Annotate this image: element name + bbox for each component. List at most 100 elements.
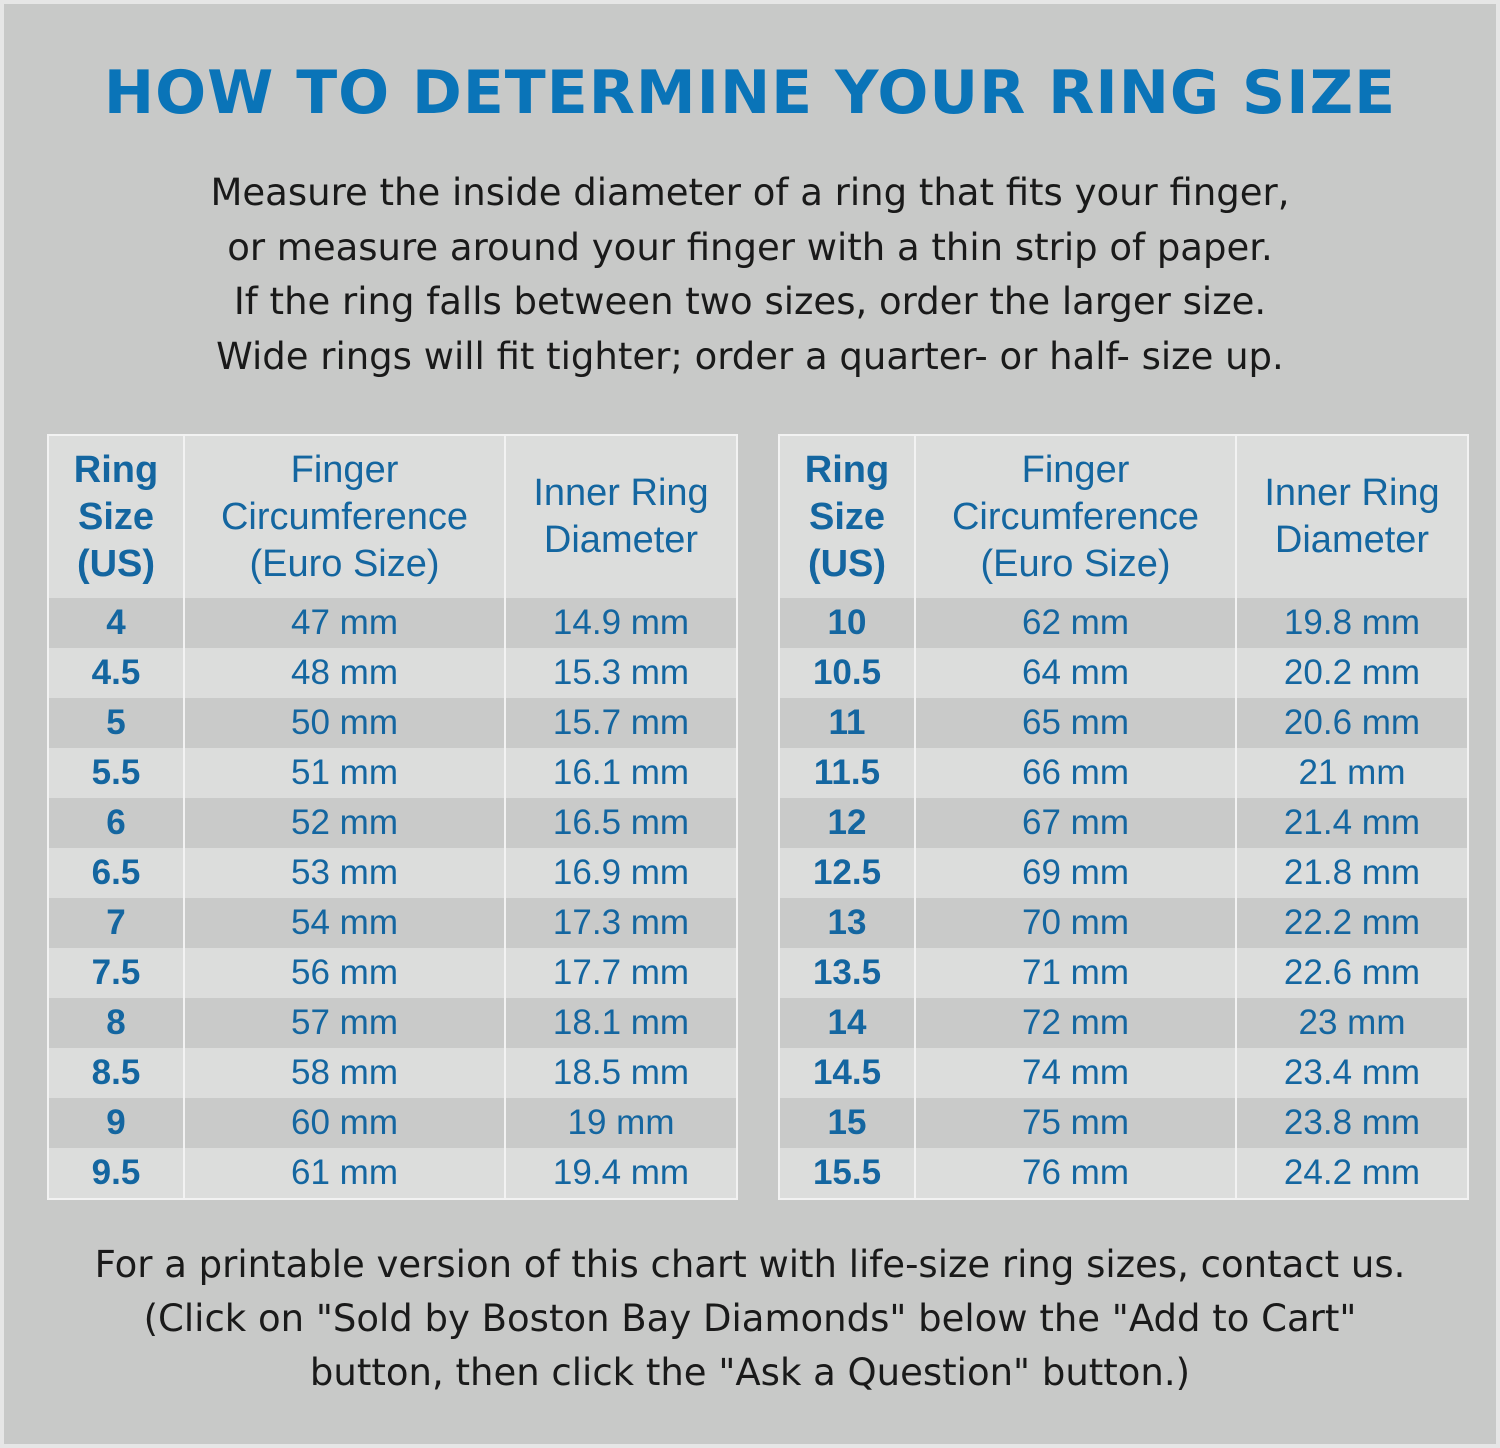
table-row: 13 70 mm 22.2 mm [778,898,1469,948]
header-text: Diameter [1274,519,1430,561]
ring-size-cell: 10 [778,598,916,648]
table-row: 9.5 61 mm 19.4 mm [47,1148,738,1199]
table-row: 7 54 mm 17.3 mm [47,898,738,948]
size-table-left: Ring Size (US) Finger Circumference (Euro Siz… [47,434,738,1200]
instruction-line: Measure the inside diameter of a ring th… [210,171,1290,214]
diameter-cell: 17.3 mm [504,898,738,948]
instructions: Measure the inside diameter of a ring th… [0,166,1500,384]
footer-line: For a printable version of this chart wi… [94,1243,1406,1286]
instruction-line: or measure around your finger with a thi… [227,225,1273,269]
instruction-line: If the ring falls between two sizes, ord… [233,280,1267,323]
header-circumference: Finger Circumference (Euro Size) [183,435,506,598]
circumference-cell: 53 mm [183,848,506,898]
header-diameter: Inner Ring Diameter [504,435,738,598]
table-row: 14.5 74 mm 23.4 mm [778,1048,1469,1098]
diameter-cell: 16.9 mm [504,848,738,898]
circumference-cell: 69 mm [914,848,1237,898]
diameter-cell: 20.2 mm [1235,648,1469,698]
ring-size-cell: 13.5 [778,948,916,998]
instruction-line: Wide rings will fit tighter; order a qua… [216,334,1284,378]
header-text: Circumference [951,495,1200,538]
table-row: 4 47 mm 14.9 mm [47,598,738,648]
ring-size-cell: 5 [47,698,185,748]
ring-size-cell: 9 [47,1098,185,1148]
header-text: (US) [807,542,887,585]
circumference-cell: 64 mm [914,648,1237,698]
ring-size-cell: 9.5 [47,1148,185,1199]
diameter-cell: 21 mm [1235,748,1469,798]
circumference-cell: 60 mm [183,1098,506,1148]
header-text: Size [808,495,886,538]
diameter-cell: 23.8 mm [1235,1098,1469,1148]
ring-size-cell: 5.5 [47,748,185,798]
diameter-cell: 14.9 mm [504,598,738,648]
header-text: Inner Ring [1264,472,1440,514]
header-text: Circumference [220,495,469,538]
circumference-cell: 61 mm [183,1148,506,1199]
circumference-cell: 65 mm [914,698,1237,748]
table-row: 7.5 56 mm 17.7 mm [47,948,738,998]
circumference-cell: 58 mm [183,1048,506,1098]
diameter-cell: 15.3 mm [504,648,738,698]
diameter-cell: 18.1 mm [504,998,738,1048]
ring-size-cell: 6 [47,798,185,848]
circumference-cell: 51 mm [183,748,506,798]
header-diameter: Inner Ring Diameter [1235,435,1469,598]
header-text: (Euro Size) [249,542,440,585]
diameter-cell: 23 mm [1235,998,1469,1048]
circumference-cell: 74 mm [914,1048,1237,1098]
table-row: 11.5 66 mm 21 mm [778,748,1469,798]
header-circumference: Finger Circumference (Euro Size) [914,435,1237,598]
table-row: 12 67 mm 21.4 mm [778,798,1469,848]
header-text: (US) [76,542,156,585]
circumference-cell: 62 mm [914,598,1237,648]
circumference-cell: 56 mm [183,948,506,998]
ring-size-cell: 13 [778,898,916,948]
diameter-cell: 21.4 mm [1235,798,1469,848]
header-text: Finger [1021,448,1130,491]
header-ring-size: Ring Size (US) [778,435,916,598]
header-ring-size: Ring Size (US) [47,435,185,598]
ring-size-cell: 8.5 [47,1048,185,1098]
header-text: Finger [290,448,399,491]
table-row: 6.5 53 mm 16.9 mm [47,848,738,898]
ring-size-cell: 7.5 [47,948,185,998]
table-row: 11 65 mm 20.6 mm [778,698,1469,748]
ring-size-cell: 8 [47,998,185,1048]
diameter-cell: 18.5 mm [504,1048,738,1098]
table-row: 8.5 58 mm 18.5 mm [47,1048,738,1098]
ring-size-cell: 4.5 [47,648,185,698]
ring-size-cell: 14.5 [778,1048,916,1098]
header-text: Ring [804,448,890,491]
ring-size-cell: 12.5 [778,848,916,898]
header-text: (Euro Size) [980,542,1171,585]
table-row: 9 60 mm 19 mm [47,1098,738,1148]
table-row: 5 50 mm 15.7 mm [47,698,738,748]
circumference-cell: 54 mm [183,898,506,948]
ring-size-cell: 7 [47,898,185,948]
circumference-cell: 47 mm [183,598,506,648]
diameter-cell: 16.5 mm [504,798,738,848]
diameter-cell: 20.6 mm [1235,698,1469,748]
ring-size-cell: 15.5 [778,1148,916,1199]
diameter-cell: 15.7 mm [504,698,738,748]
circumference-cell: 66 mm [914,748,1237,798]
diameter-cell: 19 mm [504,1098,738,1148]
size-table-right: Ring Size (US) Finger Circumference (Euro Siz… [778,434,1469,1200]
ring-size-cell: 11.5 [778,748,916,798]
ring-size-cell: 11 [778,698,916,748]
circumference-cell: 76 mm [914,1148,1237,1199]
header-row: Ring Size (US) Finger Circumference (Euro Siz… [47,435,738,598]
circumference-cell: 70 mm [914,898,1237,948]
table-row: 6 52 mm 16.5 mm [47,798,738,848]
ring-size-cell: 15 [778,1098,916,1148]
diameter-cell: 16.1 mm [504,748,738,798]
table-row: 5.5 51 mm 16.1 mm [47,748,738,798]
diameter-cell: 17.7 mm [504,948,738,998]
header-text: Diameter [543,519,699,561]
circumference-cell: 48 mm [183,648,506,698]
diameter-cell: 22.2 mm [1235,898,1469,948]
ring-size-cell: 6.5 [47,848,185,898]
table-row: 10 62 mm 19.8 mm [778,598,1469,648]
diameter-cell: 21.8 mm [1235,848,1469,898]
